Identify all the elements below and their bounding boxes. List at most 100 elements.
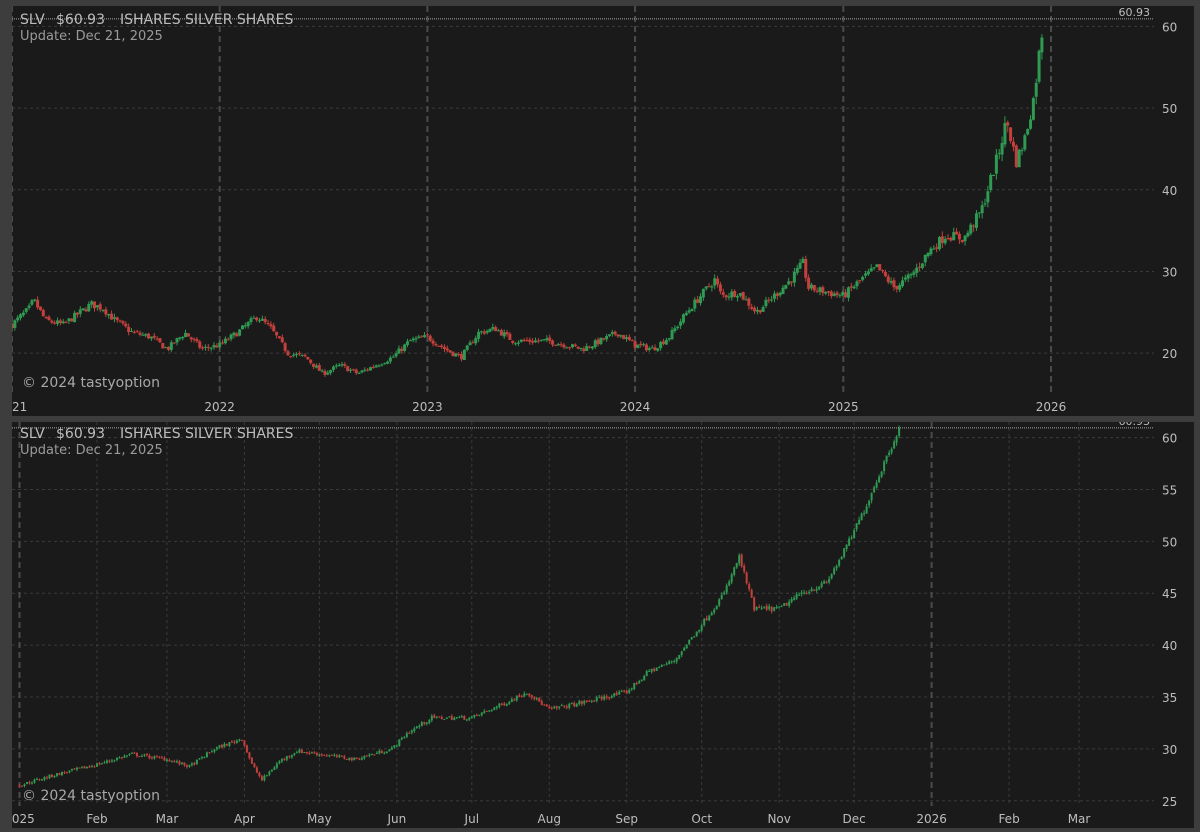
candle-body: [660, 665, 663, 667]
candle-body: [929, 248, 933, 255]
candle-body: [685, 644, 688, 649]
candle-body: [570, 703, 573, 705]
candle-body: [413, 728, 416, 732]
y-tick-label: 30: [1162, 265, 1177, 279]
candle-body: [678, 654, 681, 659]
candle-body: [263, 775, 266, 781]
candle-body: [703, 618, 706, 626]
candle-body: [477, 331, 481, 339]
x-tick-label: 2025: [12, 812, 35, 826]
candle-body: [270, 770, 273, 772]
candle-body: [435, 716, 438, 718]
candle-body: [536, 340, 540, 342]
candle-body: [455, 717, 458, 719]
candle-body: [44, 317, 48, 319]
candle-body: [764, 299, 768, 307]
candle-body: [363, 756, 366, 759]
candle-body: [840, 556, 843, 560]
candle-body: [890, 448, 893, 453]
candle-body: [64, 321, 68, 323]
candle-body: [448, 716, 451, 718]
candle-body: [417, 336, 421, 338]
y-tick-label: 40: [1162, 639, 1177, 653]
candle-body: [511, 340, 515, 343]
candle-body: [98, 304, 102, 310]
candle-body: [872, 267, 876, 269]
candle-body: [300, 354, 304, 356]
candle-body: [1014, 145, 1018, 167]
candle-body: [895, 286, 899, 290]
candle-body: [730, 291, 734, 298]
candle-body: [820, 583, 823, 588]
candle-body: [555, 706, 558, 709]
candle-body: [578, 701, 581, 705]
candle-body: [380, 364, 384, 366]
candle-body: [667, 338, 671, 340]
candle-body: [393, 745, 396, 748]
ticker-price: $60.93: [56, 426, 105, 442]
candle-body: [280, 337, 284, 343]
candle-body: [440, 345, 444, 348]
candle-body: [41, 310, 45, 317]
candle-body: [448, 350, 452, 353]
candle-body: [639, 343, 643, 346]
candle-body: [201, 347, 205, 349]
candle-body: [668, 661, 671, 664]
candle-body: [308, 752, 311, 754]
candle-body: [180, 762, 183, 764]
candle-body: [510, 699, 513, 702]
candle-body: [144, 334, 148, 336]
candle-body: [844, 292, 848, 298]
candle-body: [932, 248, 936, 250]
candle-body: [85, 766, 88, 769]
candle-body: [107, 314, 111, 316]
candle-body: [610, 332, 614, 334]
candle-body: [248, 752, 251, 759]
candle-body: [368, 367, 372, 371]
candle-body: [618, 691, 621, 695]
candle-body: [147, 333, 151, 339]
x-tick-label: Sep: [615, 812, 638, 826]
candle-body: [163, 757, 166, 761]
candle-body: [805, 593, 808, 595]
candle-body: [188, 764, 191, 767]
candle-body: [120, 757, 123, 759]
candle-body: [638, 681, 641, 684]
candle-body: [160, 757, 163, 759]
candle-body: [28, 782, 31, 784]
candle-body: [940, 236, 944, 244]
candle-body: [312, 363, 316, 367]
candle-body: [778, 606, 781, 608]
candle-body: [835, 292, 839, 296]
candle-body: [118, 320, 122, 322]
candle-body: [514, 343, 518, 345]
x-tick-label: Mar: [156, 812, 179, 826]
candle-body: [18, 785, 21, 787]
candle-body: [693, 636, 696, 638]
candle-body: [733, 291, 737, 297]
candle-body: [523, 693, 526, 697]
candle-body: [770, 607, 773, 612]
x-tick-label: 2026: [916, 812, 947, 826]
candle-body: [149, 336, 153, 339]
candle-body: [25, 782, 28, 785]
candle-body: [195, 759, 198, 765]
candle-body: [848, 538, 851, 546]
candle-body: [865, 506, 868, 514]
candle-body: [846, 287, 850, 298]
candle-body: [485, 330, 489, 333]
candle-body: [400, 348, 404, 351]
candle-body: [843, 548, 846, 557]
candle-body: [343, 364, 347, 366]
candle-body: [573, 702, 576, 707]
candle-body: [765, 606, 768, 610]
candle-body: [360, 370, 364, 373]
candle-body: [391, 356, 395, 358]
candle-body: [232, 332, 236, 336]
candle-body: [912, 272, 916, 275]
chart-one-year: 25 30 35 40 45 50 55 60 2025 Feb Mar Apr May Jun Jul Au…: [4, 415, 1194, 828]
candle-body: [298, 749, 301, 753]
candle-body: [658, 667, 661, 669]
candle-body: [124, 323, 128, 327]
x-tick-label: Aug: [538, 812, 561, 826]
